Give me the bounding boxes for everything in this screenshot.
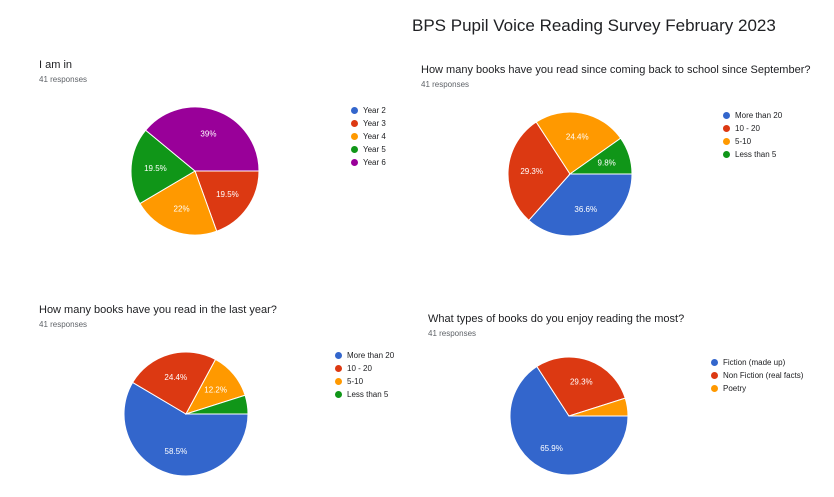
legend-item-less-than-5: Less than 5 xyxy=(723,148,782,161)
slice-label-10-20: 24.4% xyxy=(164,373,187,382)
legend-swatch xyxy=(351,146,358,153)
pie-slice-poetry xyxy=(568,397,629,417)
legend-label: More than 20 xyxy=(735,111,783,120)
legend-item-10-20: 10 - 20 xyxy=(335,362,394,375)
legend-swatch xyxy=(351,107,358,114)
legend-label: Year 5 xyxy=(363,145,386,154)
legend-label: Non Fiction (real facts) xyxy=(723,371,804,380)
legend-item-year-5: Year 5 xyxy=(351,143,386,156)
chart-legend: Year 2 Year 3 Year 4 Year 5 Year 6 xyxy=(351,104,386,169)
legend-item-fiction-made-up: Fiction (made up) xyxy=(711,356,803,369)
legend-swatch xyxy=(335,378,342,385)
legend-label: 10 - 20 xyxy=(735,124,760,133)
pie-slice-less-than-5 xyxy=(185,394,249,415)
question-title: I am in xyxy=(39,59,73,71)
response-count: 41 responses xyxy=(39,320,88,329)
pie-slice-10-20 xyxy=(507,121,571,222)
pie-chart-book-types: 65.9% 29.3% xyxy=(509,356,629,476)
legend-item-year-2: Year 2 xyxy=(351,104,386,117)
legend-item-year-4: Year 4 xyxy=(351,130,386,143)
question-title: How many books have you read since comin… xyxy=(421,64,811,76)
pie-slice-more-than-20 xyxy=(123,381,249,477)
pie-slice-year-3 xyxy=(194,170,260,232)
slice-label-year-4: 22% xyxy=(174,204,190,213)
slice-label-5-10: 12.2% xyxy=(204,385,227,394)
legend-label: Less than 5 xyxy=(735,150,777,159)
pie-slice-year-4 xyxy=(139,170,218,236)
slice-label-non-fiction-real-facts: 29.3% xyxy=(570,378,593,387)
pie-slice-10-20 xyxy=(131,351,217,415)
pie-slice-more-than-20 xyxy=(528,173,633,237)
question-title: How many books have you read in the last… xyxy=(39,304,277,316)
slice-label-more-than-20: 36.6% xyxy=(574,205,597,214)
pie-slice-5-10 xyxy=(535,111,622,175)
response-count: 41 responses xyxy=(428,329,477,338)
legend-label: Year 4 xyxy=(363,132,386,141)
slice-label-year-6: 39% xyxy=(200,130,216,139)
legend-label: Year 3 xyxy=(363,119,386,128)
legend-item-5-10: 5-10 xyxy=(335,375,394,388)
legend-label: Year 6 xyxy=(363,158,386,167)
legend-label: More than 20 xyxy=(347,351,395,360)
slice-label-5-10: 24.4% xyxy=(566,132,589,141)
legend-label: Poetry xyxy=(723,384,747,393)
legend-swatch xyxy=(335,352,342,359)
legend-swatch xyxy=(723,138,730,145)
legend-swatch xyxy=(711,385,718,392)
pie-chart-books-since-september: 36.6% 29.3% 24.4% 9.8% xyxy=(507,111,633,237)
legend-swatch xyxy=(723,151,730,158)
legend-swatch xyxy=(723,125,730,132)
legend-label: 5-10 xyxy=(735,137,752,146)
legend-item-less-than-5: Less than 5 xyxy=(335,388,394,401)
pie-slice-year-6 xyxy=(144,106,260,172)
legend-label: Less than 5 xyxy=(347,390,389,399)
legend-label: Year 2 xyxy=(363,106,386,115)
legend-item-more-than-20: More than 20 xyxy=(335,349,394,362)
legend-swatch xyxy=(711,372,718,379)
legend-swatch xyxy=(351,120,358,127)
chart-legend: Fiction (made up) Non Fiction (real facts… xyxy=(711,356,803,395)
pie-chart-year-group: 19.5% 22% 19.5% 39% xyxy=(130,106,260,236)
legend-label: 10 - 20 xyxy=(347,364,372,373)
pie-chart-books-last-year: 58.5% 24.4% 12.2% xyxy=(123,351,249,477)
legend-item-more-than-20: More than 20 xyxy=(723,109,782,122)
legend-swatch xyxy=(351,133,358,140)
legend-label: 5-10 xyxy=(347,377,364,386)
pie-slice-fiction-made-up xyxy=(509,365,629,476)
legend-swatch xyxy=(335,391,342,398)
pie-slice-less-than-5 xyxy=(568,137,633,175)
slice-label-less-than-5: 9.8% xyxy=(598,158,616,167)
chart-legend: More than 20 10 - 20 5-10 Less than 5 xyxy=(723,109,782,161)
legend-item-10-20: 10 - 20 xyxy=(723,122,782,135)
legend-item-poetry: Poetry xyxy=(711,382,803,395)
pie-slice-non-fiction-real-facts xyxy=(536,356,626,417)
slice-label-year-3: 19.5% xyxy=(216,190,239,199)
response-count: 41 responses xyxy=(39,75,88,84)
slice-label-fiction-made-up: 65.9% xyxy=(540,444,563,453)
legend-item-non-fiction-real-facts: Non Fiction (real facts) xyxy=(711,369,803,382)
response-count: 41 responses xyxy=(421,80,470,89)
legend-label: Fiction (made up) xyxy=(723,358,786,367)
legend-item-year-3: Year 3 xyxy=(351,117,386,130)
slice-label-more-than-20: 58.5% xyxy=(165,447,188,456)
slice-label-year-5: 19.5% xyxy=(144,164,167,173)
pie-slice-year-5 xyxy=(130,129,196,205)
legend-swatch xyxy=(711,359,718,366)
legend-item-year-6: Year 6 xyxy=(351,156,386,169)
legend-swatch xyxy=(351,159,358,166)
page-title: BPS Pupil Voice Reading Survey February … xyxy=(412,16,776,35)
legend-swatch xyxy=(335,365,342,372)
chart-legend: More than 20 10 - 20 5-10 Less than 5 xyxy=(335,349,394,401)
legend-swatch xyxy=(723,112,730,119)
slice-label-10-20: 29.3% xyxy=(520,167,543,176)
question-title: What types of books do you enjoy reading… xyxy=(428,313,685,325)
legend-item-5-10: 5-10 xyxy=(723,135,782,148)
